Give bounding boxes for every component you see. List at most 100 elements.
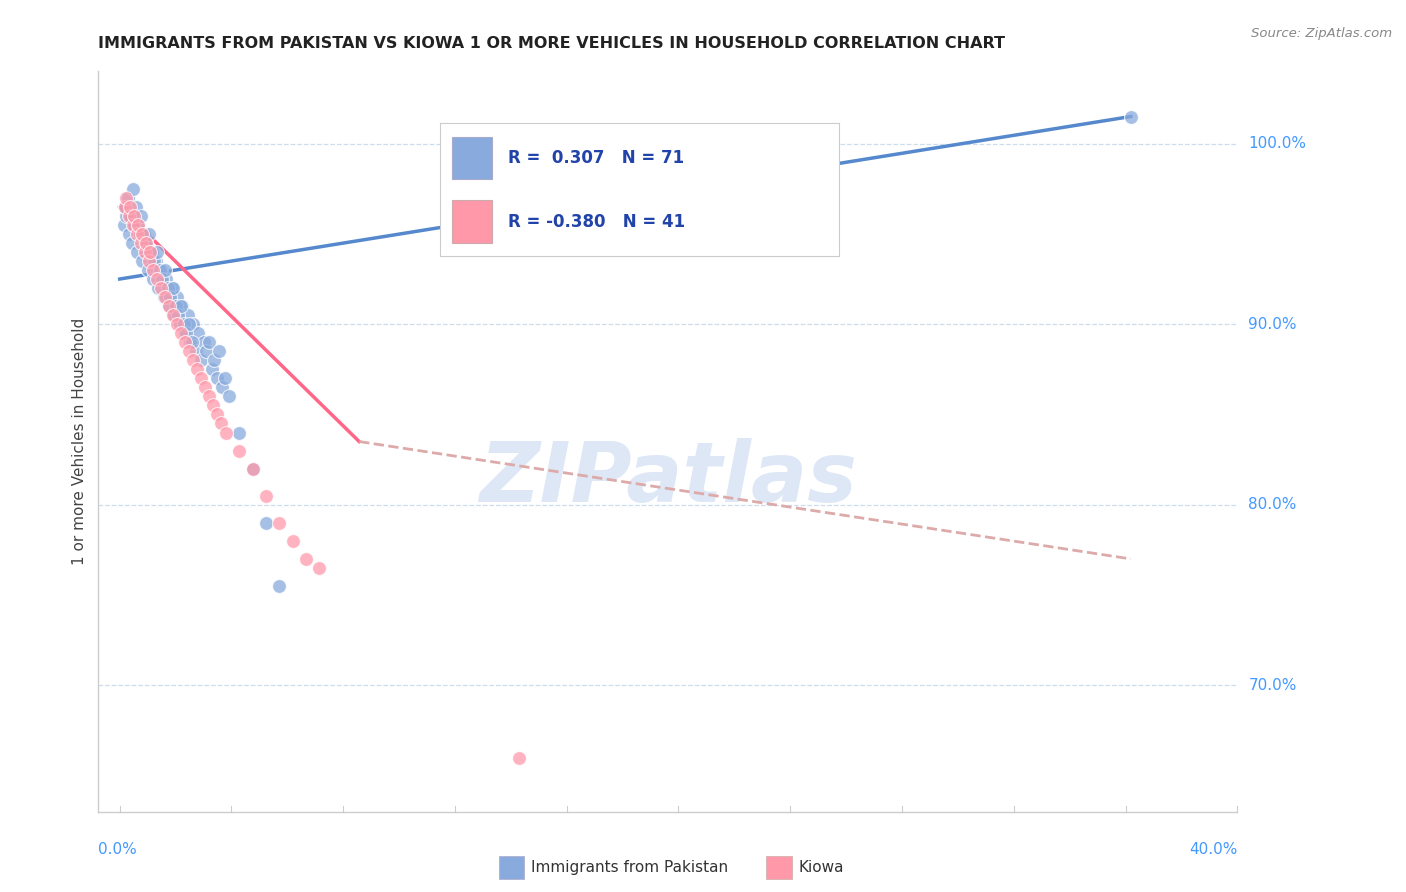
Point <box>308 561 330 575</box>
Point <box>211 380 233 394</box>
Text: Source: ZipAtlas.com: Source: ZipAtlas.com <box>1251 27 1392 40</box>
Point <box>135 235 157 250</box>
Point <box>174 326 197 341</box>
Point <box>131 254 153 268</box>
Point <box>172 299 194 313</box>
Point <box>131 227 153 241</box>
Point <box>165 299 187 313</box>
Point <box>156 281 179 295</box>
Text: 70.0%: 70.0% <box>1249 678 1296 693</box>
Point <box>170 326 193 341</box>
Point <box>120 200 142 214</box>
Point <box>129 235 152 250</box>
Point <box>269 579 291 593</box>
Point <box>242 461 264 475</box>
Point <box>112 218 135 232</box>
Text: ZIPatlas: ZIPatlas <box>479 438 856 519</box>
Point <box>166 290 188 304</box>
Point <box>269 516 291 530</box>
Point <box>214 371 236 385</box>
Point <box>173 317 195 331</box>
Point <box>118 209 141 223</box>
Point <box>163 308 186 322</box>
Point <box>125 244 148 259</box>
Point <box>139 244 162 259</box>
Point <box>139 244 162 259</box>
Text: 80.0%: 80.0% <box>1249 497 1296 512</box>
Point <box>128 227 150 241</box>
Point <box>166 317 188 331</box>
Point <box>146 272 169 286</box>
Point <box>159 290 181 304</box>
Point <box>508 750 530 764</box>
Point <box>120 209 142 223</box>
Text: R = -0.380   N = 41: R = -0.380 N = 41 <box>508 213 685 231</box>
Point <box>162 308 184 322</box>
Y-axis label: 1 or more Vehicles in Household: 1 or more Vehicles in Household <box>72 318 87 566</box>
Point <box>135 235 157 250</box>
Point <box>193 335 215 350</box>
Point <box>205 408 228 422</box>
Point <box>190 353 212 368</box>
Point <box>187 326 209 341</box>
Point <box>160 281 183 295</box>
Point <box>122 182 145 196</box>
Point <box>155 272 177 286</box>
Point <box>195 344 218 359</box>
Point <box>215 425 238 440</box>
Point <box>181 317 204 331</box>
Point <box>228 425 250 440</box>
Point <box>115 191 138 205</box>
Point <box>117 191 139 205</box>
Point <box>228 443 250 458</box>
Point <box>124 209 146 223</box>
Point <box>132 227 155 241</box>
Point <box>174 335 197 350</box>
Text: 90.0%: 90.0% <box>1249 317 1296 332</box>
Point <box>198 335 221 350</box>
Point <box>254 489 277 503</box>
Point <box>179 335 201 350</box>
Point <box>153 290 176 304</box>
Point <box>142 263 165 277</box>
Point <box>254 516 277 530</box>
Point <box>202 353 225 368</box>
Point <box>143 254 166 268</box>
Point <box>115 209 138 223</box>
FancyBboxPatch shape <box>453 136 492 179</box>
Point <box>134 235 156 250</box>
Point <box>127 218 149 232</box>
Point <box>170 299 193 313</box>
Point <box>181 353 204 368</box>
Point <box>122 218 145 232</box>
Text: R =  0.307   N = 71: R = 0.307 N = 71 <box>508 149 683 167</box>
Point <box>169 317 191 331</box>
Point <box>152 290 174 304</box>
Point <box>124 218 146 232</box>
Text: 0.0%: 0.0% <box>98 842 138 857</box>
Point <box>242 461 264 475</box>
Point <box>149 281 172 295</box>
Point <box>127 218 149 232</box>
Point <box>125 227 148 241</box>
Point <box>176 308 198 322</box>
Point <box>201 399 224 413</box>
Point <box>150 272 173 286</box>
Point <box>295 552 318 566</box>
Point <box>149 263 172 277</box>
Point <box>138 227 160 241</box>
Point <box>145 254 167 268</box>
Point <box>205 371 228 385</box>
Point <box>138 254 160 268</box>
Point <box>141 244 163 259</box>
Point <box>114 200 136 214</box>
Point <box>194 380 217 394</box>
FancyBboxPatch shape <box>453 201 492 244</box>
Text: Kiowa: Kiowa <box>799 861 844 875</box>
Point <box>157 299 180 313</box>
Text: 100.0%: 100.0% <box>1249 136 1306 151</box>
Point <box>146 244 169 259</box>
Point <box>136 263 159 277</box>
Point <box>114 200 136 214</box>
Point <box>124 200 146 214</box>
